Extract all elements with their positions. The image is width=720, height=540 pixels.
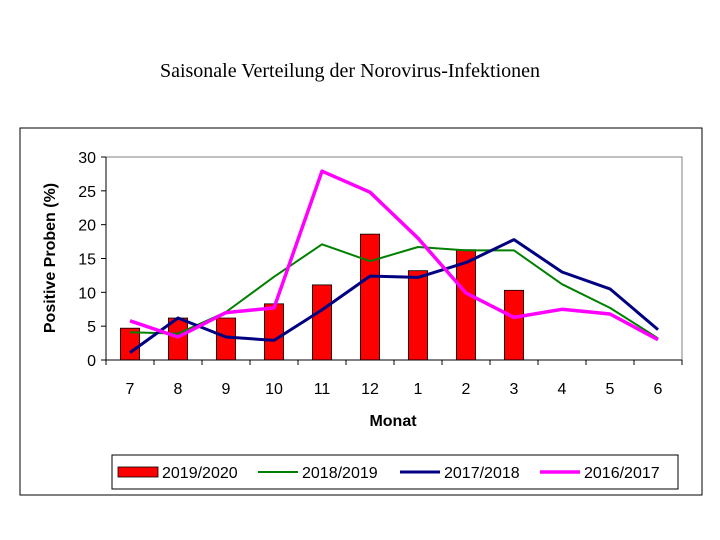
y-tick-label-25: 25 — [78, 184, 96, 201]
y-tick-label-15: 15 — [78, 252, 96, 269]
x-tick-label-7: 7 — [126, 381, 135, 398]
legend-swatch-2019/2020 — [117, 466, 159, 478]
legend: 2019/2020 2018/2019 2017/2018 2016/2017 — [111, 454, 679, 490]
bar-2019/2020-9 — [215, 317, 236, 361]
x-tick-label-2: 2 — [462, 381, 471, 398]
legend-box — [111, 454, 679, 490]
x-tick-label-5: 5 — [606, 381, 615, 398]
x-tick-label-1: 1 — [414, 381, 423, 398]
legend-label-2017/2018: 2017/2018 — [444, 465, 520, 482]
bar-2019/2020-11 — [311, 284, 332, 361]
bar-2019/2020-12 — [359, 233, 380, 361]
bar-2019/2020-3 — [503, 289, 524, 361]
y-tick-label-10: 10 — [78, 285, 96, 302]
bar-2019/2020-1 — [407, 270, 428, 361]
x-tick-label-9: 9 — [222, 381, 231, 398]
bar-2019/2020-2 — [455, 249, 476, 361]
y-tick-label-5: 5 — [87, 319, 96, 336]
legend-label-2018/2019: 2018/2019 — [302, 465, 378, 482]
line-2016/2017 — [129, 169, 659, 342]
y-tick-label-20: 20 — [78, 218, 96, 235]
x-tick-label-11: 11 — [314, 381, 331, 398]
chart-title: Saisonale Verteilung der Norovirus-Infek… — [159, 60, 541, 82]
bar-2019/2020-10 — [263, 303, 284, 361]
legend-label-2019/2020: 2019/2020 — [162, 465, 238, 482]
line-2017/2018 — [129, 238, 659, 354]
x-tick-label-4: 4 — [558, 381, 567, 398]
x-tick-label-6: 6 — [654, 381, 663, 398]
x-tick-label-10: 10 — [265, 381, 283, 398]
legend-label-2016/2017: 2016/2017 — [584, 465, 660, 482]
x-tick-label-8: 8 — [174, 381, 183, 398]
y-tick-label-30: 30 — [78, 150, 96, 167]
y-tick-label-0: 0 — [87, 353, 96, 370]
x-axis-title: Monat — [369, 413, 417, 430]
x-tick-label-12: 12 — [361, 381, 379, 398]
y-axis-title: Positive Proben (%) — [42, 183, 59, 333]
x-tick-label-3: 3 — [510, 381, 519, 398]
